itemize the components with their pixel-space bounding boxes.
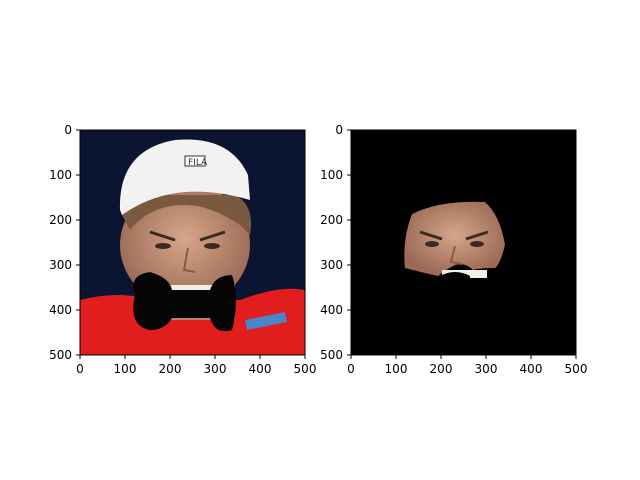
right-ytick-0: 0	[335, 123, 343, 137]
left-xtick-2: 200	[159, 362, 182, 376]
right-xtick-3: 300	[475, 362, 498, 376]
left-xtick-1: 100	[114, 362, 137, 376]
right-ytick-4: 400	[320, 303, 343, 317]
left-ytick-4: 400	[49, 303, 72, 317]
right-ytick-5: 500	[320, 348, 343, 362]
svg-text:FILA: FILA	[188, 158, 208, 168]
left-y-axis: 0 100 200 300 400 500	[49, 123, 80, 362]
left-xtick-5: 500	[294, 362, 317, 376]
left-ytick-3: 300	[49, 258, 72, 272]
left-panel: FILA 0 100 200 300	[49, 123, 316, 376]
right-xtick-0: 0	[347, 362, 355, 376]
bowtie-icon	[133, 272, 236, 332]
right-xtick-2: 200	[430, 362, 453, 376]
face-photo-icon: FILA	[80, 130, 305, 355]
left-xtick-3: 300	[204, 362, 227, 376]
left-xtick-4: 400	[249, 362, 272, 376]
right-xtick-5: 500	[565, 362, 588, 376]
right-xtick-1: 100	[385, 362, 408, 376]
left-ytick-1: 100	[49, 168, 72, 182]
left-x-axis: 0 100 200 300 400 500	[76, 355, 316, 376]
left-ytick-0: 0	[64, 123, 72, 137]
left-ytick-2: 200	[49, 213, 72, 227]
right-xtick-4: 400	[520, 362, 543, 376]
right-ytick-2: 200	[320, 213, 343, 227]
right-x-axis: 0 100 200 300 400 500	[347, 355, 587, 376]
right-ytick-1: 100	[320, 168, 343, 182]
right-ytick-3: 300	[320, 258, 343, 272]
left-xtick-0: 0	[76, 362, 84, 376]
right-panel: 0 100 200 300 400 500 0 100 200 300 400 …	[320, 123, 587, 376]
left-ytick-5: 500	[49, 348, 72, 362]
right-y-axis: 0 100 200 300 400 500	[320, 123, 351, 362]
masked-face-icon	[351, 130, 576, 355]
